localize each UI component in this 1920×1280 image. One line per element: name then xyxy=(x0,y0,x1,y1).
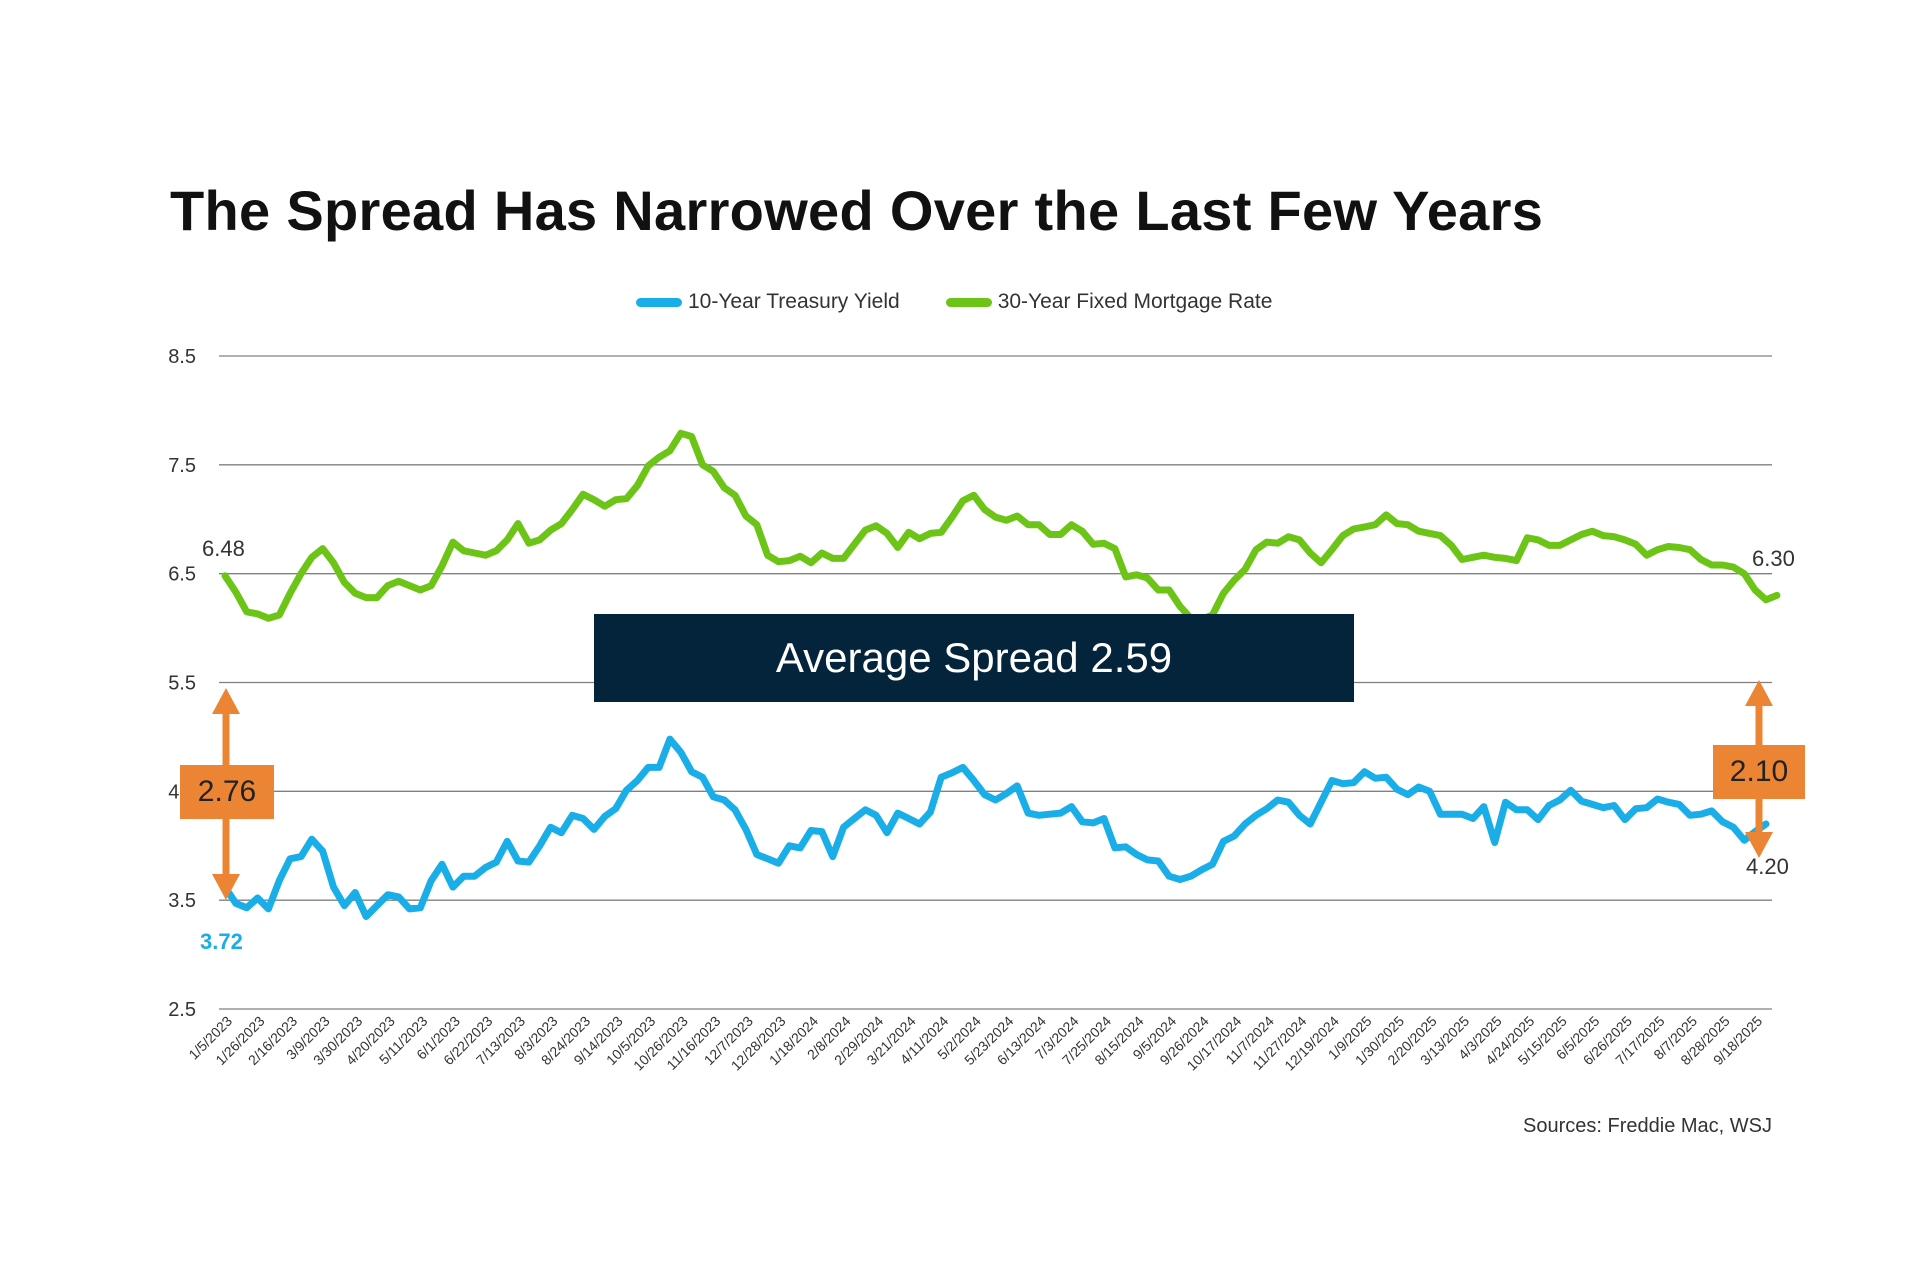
y-tick-label: 3.5 xyxy=(168,890,196,912)
left-arrow-head-down xyxy=(212,874,240,900)
y-tick-label: 2.5 xyxy=(168,999,196,1021)
average-spread-box: Average Spread 2.59 xyxy=(594,614,1354,702)
source-note: Sources: Freddie Mac, WSJ xyxy=(1523,1115,1772,1137)
series-lines xyxy=(221,429,1781,920)
y-tick-label: 8.5 xyxy=(168,346,196,368)
start-treasury-label: 3.72 xyxy=(200,929,243,954)
gridlines xyxy=(219,355,1772,1010)
value-labels: 6.48 3.72 6.30 4.20 xyxy=(200,536,1795,954)
x-axis-ticks: 1/5/20231/26/20232/16/20233/9/20233/30/2… xyxy=(185,1013,1765,1074)
y-tick-label: 6.5 xyxy=(168,564,196,586)
chart-title: The Spread Has Narrowed Over the Last Fe… xyxy=(170,179,1544,242)
legend-label-mortgage: 30-Year Fixed Mortgage Rate xyxy=(997,290,1273,313)
legend: 10-Year Treasury Yield 30-Year Fixed Mor… xyxy=(636,290,1272,314)
y-tick-label: 7.5 xyxy=(168,455,196,477)
legend-swatch-treasury xyxy=(636,297,682,307)
right-arrow-head-up xyxy=(1745,680,1773,706)
start-spread-tag: 2.76 xyxy=(180,765,274,819)
start-mortgage-label: 6.48 xyxy=(202,536,245,561)
legend-item-mortgage: 30-Year Fixed Mortgage Rate xyxy=(945,290,1273,314)
end-treasury-label: 4.20 xyxy=(1746,854,1789,879)
left-arrow-head-up xyxy=(212,688,240,714)
right-arrow-head-down xyxy=(1745,832,1773,858)
legend-swatch-mortgage xyxy=(945,297,992,307)
end-spread-tag: 2.10 xyxy=(1713,745,1805,799)
treasury-line xyxy=(221,735,1770,920)
end-mortgage-label: 6.30 xyxy=(1752,546,1795,571)
legend-label-treasury: 10-Year Treasury Yield xyxy=(688,290,900,313)
legend-item-treasury: 10-Year Treasury Yield xyxy=(636,290,900,314)
y-axis-ticks: 8.57.56.55.54.53.52.5 xyxy=(168,346,196,1021)
y-tick-label: 5.5 xyxy=(168,673,196,695)
mortgage-line xyxy=(221,429,1781,623)
